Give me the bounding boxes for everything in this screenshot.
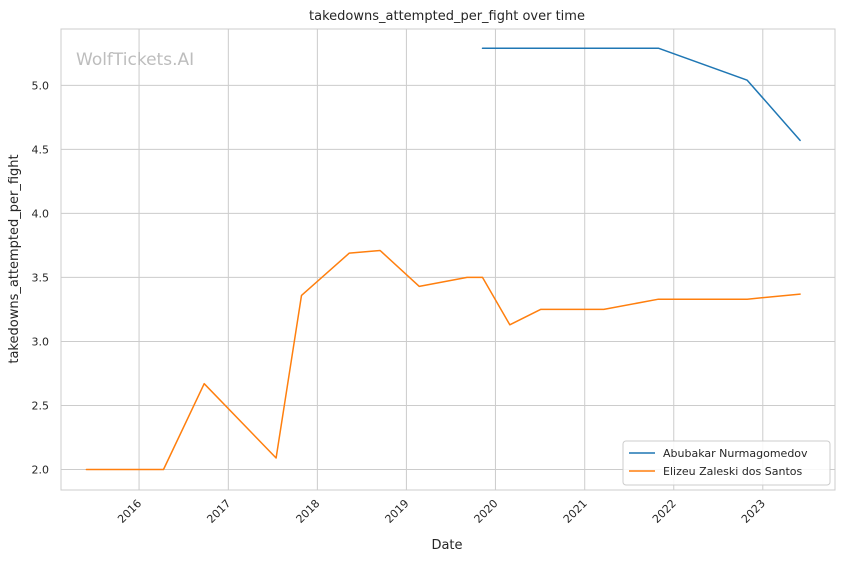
series-line-1 bbox=[481, 47, 801, 142]
y-tick-label: 5.0 bbox=[32, 79, 50, 92]
y-axis-ticks: 2.0 2.5 3.0 3.5 4.0 4.5 5.0 bbox=[32, 79, 50, 476]
series-line-2 bbox=[85, 249, 801, 471]
y-tick-label: 4.5 bbox=[32, 143, 50, 156]
grid bbox=[61, 29, 835, 490]
legend-box bbox=[622, 440, 831, 486]
plot-frame bbox=[60, 28, 836, 491]
legend-label: Elizeu Zaleski dos Santos bbox=[663, 465, 803, 478]
y-tick-label: 4.0 bbox=[32, 207, 50, 220]
watermark: WolfTickets.AI bbox=[76, 50, 194, 70]
y-tick-label: 3.0 bbox=[32, 335, 50, 348]
legend: Abubakar Nurmagomedov Elizeu Zaleski dos … bbox=[622, 440, 831, 486]
legend-label: Abubakar Nurmagomedov bbox=[663, 447, 808, 460]
y-tick-label: 2.5 bbox=[32, 399, 50, 412]
chart-title: takedowns_attempted_per_fight over time bbox=[309, 9, 585, 24]
x-axis-label: Date bbox=[431, 538, 462, 553]
series-lines bbox=[85, 47, 801, 471]
y-tick-label: 3.5 bbox=[32, 271, 50, 284]
y-tick-label: 2.0 bbox=[32, 464, 50, 477]
y-axis-label: takedowns_attempted_per_fight bbox=[7, 154, 22, 363]
